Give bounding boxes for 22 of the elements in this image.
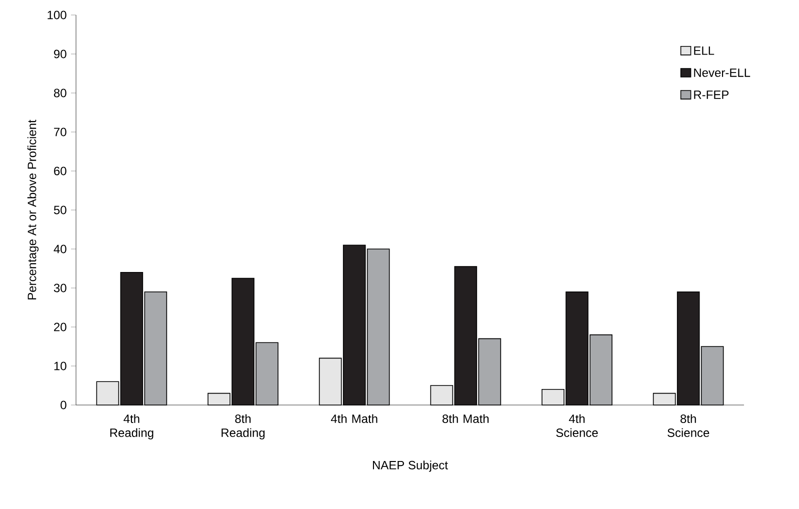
x-tick-label: 8th Science bbox=[668, 414, 710, 438]
x-tick-label: 4th Math bbox=[330, 414, 378, 424]
y-tick-label: 50 bbox=[54, 206, 66, 214]
y-tick-label: 40 bbox=[54, 244, 66, 254]
x-tick-label: 8th Reading bbox=[222, 414, 265, 440]
y-tick-label: 10 bbox=[54, 362, 66, 370]
y-tick-label: 90 bbox=[54, 50, 66, 58]
y-tick-label: 20 bbox=[54, 322, 66, 332]
y-tick-label: 70 bbox=[54, 128, 66, 136]
y-axis-title: Percentage At or Above Proficient bbox=[27, 120, 39, 300]
x-tick-label: 8th Math bbox=[442, 414, 489, 424]
x-tick-label: 4th Reading bbox=[110, 414, 154, 440]
y-tick-label: 80 bbox=[54, 88, 66, 98]
legend-label: R-FEP bbox=[694, 90, 729, 99]
legend-label: Never-ELL bbox=[694, 68, 750, 77]
y-tick-label: 60 bbox=[54, 166, 66, 176]
x-axis-title: NAEP Subject bbox=[372, 460, 448, 472]
x-tick-label: 4th Science bbox=[556, 414, 598, 438]
legend-label: ELL bbox=[694, 46, 714, 55]
y-tick-label: 100 bbox=[48, 10, 66, 20]
y-tick-label: 0 bbox=[60, 400, 66, 410]
y-tick-label: 30 bbox=[54, 284, 66, 292]
